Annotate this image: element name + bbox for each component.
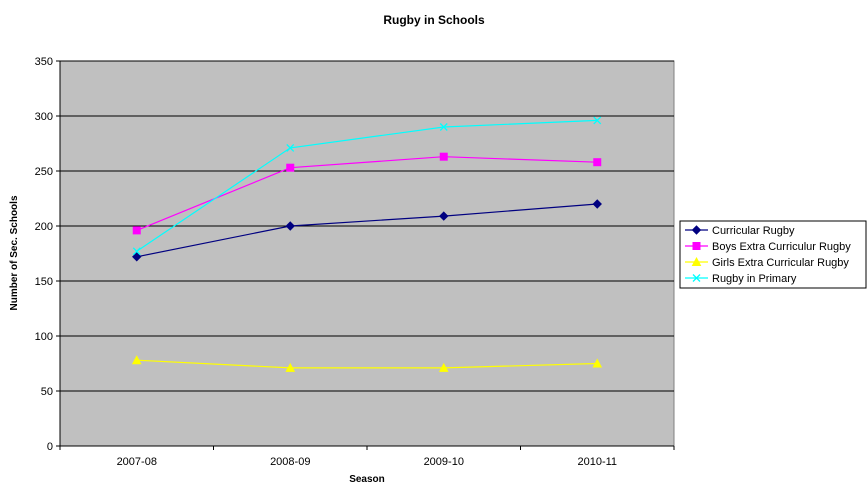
- data-point: [132, 226, 141, 235]
- data-point: [438, 362, 449, 372]
- data-point: [592, 358, 603, 368]
- data-point: [592, 199, 602, 209]
- series-4: [132, 116, 602, 256]
- data-point: [593, 116, 602, 125]
- legend-item: Girls Extra Curricular Rugby: [685, 256, 849, 269]
- legend-marker: [692, 242, 701, 250]
- data-point: [285, 221, 295, 231]
- series-layer: [131, 116, 603, 372]
- data-point: [439, 152, 448, 161]
- legend-marker: [691, 225, 702, 235]
- y-tick-label: 0: [47, 441, 53, 453]
- y-axis-label: Number of Sec. Schools: [9, 195, 20, 310]
- y-tick-label: 300: [35, 111, 53, 123]
- legend-marker: [691, 256, 702, 266]
- x-tick-label: 2008-09: [270, 456, 310, 468]
- legend-label: Rugby in Primary: [712, 273, 797, 285]
- data-point: [132, 247, 141, 256]
- legend-item: Boys Extra Curriculur Rugby: [685, 241, 851, 253]
- x-tick-label: 2007-08: [117, 456, 157, 468]
- data-point: [286, 163, 295, 172]
- legend-item: Curricular Rugby: [685, 225, 795, 237]
- y-tick-label: 150: [35, 276, 53, 288]
- x-axis-ticks: 2007-08 2008-09 2009-10 2010-11: [59, 446, 675, 468]
- series-3: [131, 355, 603, 372]
- grid-lines: [60, 60, 674, 392]
- data-point: [593, 158, 602, 167]
- series-1: [132, 199, 602, 262]
- legend-marker: [692, 274, 701, 282]
- y-tick-label: 250: [35, 166, 53, 178]
- legend-label: Girls Extra Curricular Rugby: [712, 257, 849, 269]
- data-point: [131, 355, 142, 365]
- data-point: [286, 143, 295, 152]
- x-axis-label: Season: [349, 474, 385, 485]
- data-point: [439, 211, 449, 221]
- legend-box: [679, 220, 867, 289]
- series-line: [136, 359, 598, 369]
- y-tick-label: 50: [41, 386, 53, 398]
- legend-label: Curricular Rugby: [712, 225, 795, 237]
- x-tick-label: 2009-10: [424, 456, 464, 468]
- legend-label: Boys Extra Curriculur Rugby: [712, 241, 851, 253]
- data-point: [285, 362, 296, 372]
- y-tick-label: 100: [35, 331, 53, 343]
- y-tick-label: 200: [35, 221, 53, 233]
- y-tick-label: 350: [35, 56, 53, 68]
- plot-area: [59, 60, 675, 447]
- series-line: [136, 203, 598, 258]
- legend: Curricular Rugby Boys Extra Curriculur Ru…: [679, 220, 867, 289]
- x-tick-label: 2010-11: [577, 456, 617, 468]
- data-point: [132, 252, 142, 262]
- chart-title: Rugby in Schools: [383, 13, 485, 27]
- y-axis-ticks: 0 50 100 150 200 250 300 350: [35, 56, 60, 453]
- legend-item: Rugby in Primary: [685, 273, 797, 285]
- data-point: [439, 123, 448, 131]
- series-line: [136, 119, 598, 252]
